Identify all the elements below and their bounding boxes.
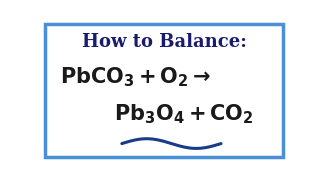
FancyBboxPatch shape — [45, 24, 283, 158]
Text: $\mathbf{Pb_3O_4 + CO_2}$: $\mathbf{Pb_3O_4 + CO_2}$ — [115, 103, 254, 126]
Text: How to Balance:: How to Balance: — [82, 33, 246, 51]
Text: $\mathbf{PbCO_3 + O_2 \rightarrow}$: $\mathbf{PbCO_3 + O_2 \rightarrow}$ — [60, 65, 211, 89]
